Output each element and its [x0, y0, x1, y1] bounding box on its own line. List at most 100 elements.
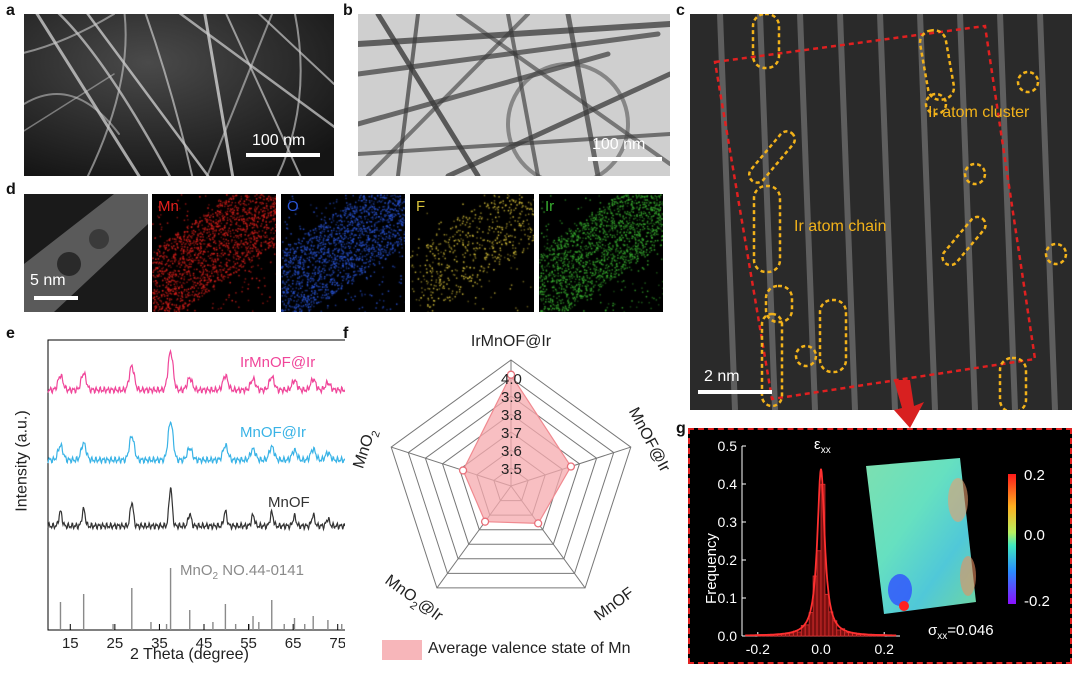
exx-symbol: ε — [814, 436, 821, 453]
panel-label-e: e — [6, 325, 15, 342]
radar-axis-label: IrMnOF@Ir — [471, 333, 552, 350]
scale-bar-label: 100 nm — [252, 132, 306, 149]
xrd-legend-mnof: MnOF — [268, 494, 310, 511]
element-label: O — [287, 198, 299, 215]
strain-hotspot — [960, 556, 976, 596]
eds-map-mn: Mn — [152, 194, 276, 312]
colorbar-tick-label: -0.2 — [1024, 593, 1050, 610]
radar-point — [566, 462, 576, 471]
strain-hotspot — [948, 478, 968, 522]
xrd-tick-label: 25 — [107, 635, 124, 652]
radar-tick-label: 3.8 — [501, 407, 522, 424]
eds-speckle — [152, 194, 276, 312]
xrd-curve — [47, 348, 345, 396]
eds-map-fill — [539, 194, 663, 312]
panel-label-b: b — [343, 2, 353, 19]
radar-point — [458, 466, 468, 475]
hist-xtick-label: 0.0 — [811, 641, 831, 657]
sem-nanowires — [24, 14, 334, 176]
radar-legend-label: Average valence state of Mn — [428, 640, 631, 657]
radar-point — [506, 370, 516, 379]
red-arrow — [894, 380, 924, 428]
sigma-symbol: σ — [928, 622, 938, 639]
exx-sub: xx — [820, 445, 831, 456]
radar-tick-label: 3.6 — [501, 443, 522, 460]
strain-hotspot — [899, 601, 909, 611]
colorbar-tick-label: 0.2 — [1024, 467, 1045, 484]
eds-map-fill — [152, 194, 276, 312]
hist-xtick-label: -0.2 — [746, 641, 770, 657]
xrd-ylabel: Intensity (a.u.) — [13, 410, 31, 512]
xrd-tick-label: 45 — [196, 635, 213, 652]
radar-tick-label: 3.7 — [501, 425, 522, 442]
xrd-legend-mnof-ir: MnOF@Ir — [240, 424, 307, 441]
xrd-tick-label: 65 — [285, 635, 302, 652]
radar-chart: 3.53.63.73.83.94.0 IrMnOF@Ir MnOF@Ir MnOF Mn… — [350, 333, 673, 629]
hist-ytick-label: 0.0 — [718, 628, 738, 644]
eds-map-ir: Ir — [539, 194, 663, 312]
ir-cluster-label: Ir atom cluster — [928, 104, 1030, 121]
strain-coldspot — [888, 574, 912, 606]
ir-chain-label: Ir atom chain — [794, 218, 887, 235]
hist-ytick-label: 0.3 — [718, 514, 738, 530]
haadf-image: Ir atom cluster Ir atom chain 2 nm — [690, 14, 1072, 410]
xrd-plot: 15 25 35 45 55 65 75 — [47, 339, 345, 652]
radar-grid-ring — [390, 359, 632, 589]
colorbar — [1008, 474, 1016, 604]
sem-image: 100 nm — [24, 14, 334, 176]
element-label: Mn — [158, 198, 179, 215]
hist-ytick-label: 0.4 — [718, 476, 738, 492]
frequency-ylabel: Frequency — [702, 533, 720, 604]
radar-grid-ring — [407, 377, 615, 574]
element-label: Ir — [545, 198, 555, 215]
hist-bar — [844, 632, 850, 637]
eds-speckle — [281, 194, 405, 312]
strain-panel: 0.0 0.1 0.2 0.3 0.4 0.5 -0.2 0.0 0.2 0.2 0.0 -0.2 F… — [688, 428, 1072, 664]
ref-sub: 2 — [212, 571, 219, 582]
radar-data-area — [462, 373, 572, 525]
panel-label-a: a — [6, 2, 15, 19]
exx-label: εxx — [814, 436, 831, 456]
tem-nanowires — [358, 14, 670, 176]
hist-bar — [796, 631, 802, 637]
scale-bar-label: 100 nm — [592, 136, 646, 153]
sigma-value: =0.046 — [947, 622, 994, 639]
radar-axis-label: MnO2@Ir — [379, 572, 446, 629]
radar-grid-ring — [441, 413, 581, 545]
radar-grid-ring — [424, 395, 598, 560]
radar-legend-swatch — [382, 640, 422, 660]
panel-label-g: g — [676, 420, 686, 437]
analysis-region-frame — [713, 24, 1037, 401]
xrd-xlabel: 2 Theta (degree) — [130, 646, 249, 663]
hist-ytick-label: 0.5 — [718, 438, 738, 454]
eds-map-fill — [410, 194, 534, 312]
hist-bar — [824, 593, 830, 637]
hist-ytick-label: 0.1 — [718, 590, 738, 606]
ref-suffix: NO.44-0141 — [218, 562, 304, 579]
eds-haadf-graphic — [24, 194, 148, 312]
ref-name: MnO — [180, 562, 213, 579]
eds-map-f: F — [410, 194, 534, 312]
hist-bar — [836, 629, 842, 637]
eds-haadf-image: 5 nm — [24, 194, 148, 312]
radar-tick-label: 4.0 — [501, 371, 522, 388]
xrd-legend-reference: MnO2 NO.44-0141 — [180, 562, 304, 582]
radar-point — [534, 519, 543, 528]
sigma-sub: xx — [937, 631, 948, 642]
haadf-lattice — [690, 14, 1072, 410]
sigma-label: σxx=0.046 — [928, 622, 994, 642]
xrd-tick-label: 15 — [62, 635, 79, 652]
radar-tick-label: 3.5 — [501, 461, 522, 478]
xrd-curve — [47, 421, 345, 466]
xrd-frame — [47, 339, 345, 631]
hist-ytick-label: 0.2 — [718, 552, 738, 568]
hist-xtick-label: 0.2 — [874, 641, 894, 657]
radar-axis-label: MnO2 — [350, 427, 383, 472]
radar-axis-label: MnOF@Ir — [625, 405, 673, 476]
colorbar-tick-label: 0.0 — [1024, 527, 1045, 544]
eds-speckle — [410, 194, 534, 312]
panel-label-c: c — [676, 2, 685, 19]
xrd-tick-label: 35 — [151, 635, 168, 652]
element-label: F — [416, 198, 426, 215]
scale-bar-label: 5 nm — [30, 272, 66, 289]
